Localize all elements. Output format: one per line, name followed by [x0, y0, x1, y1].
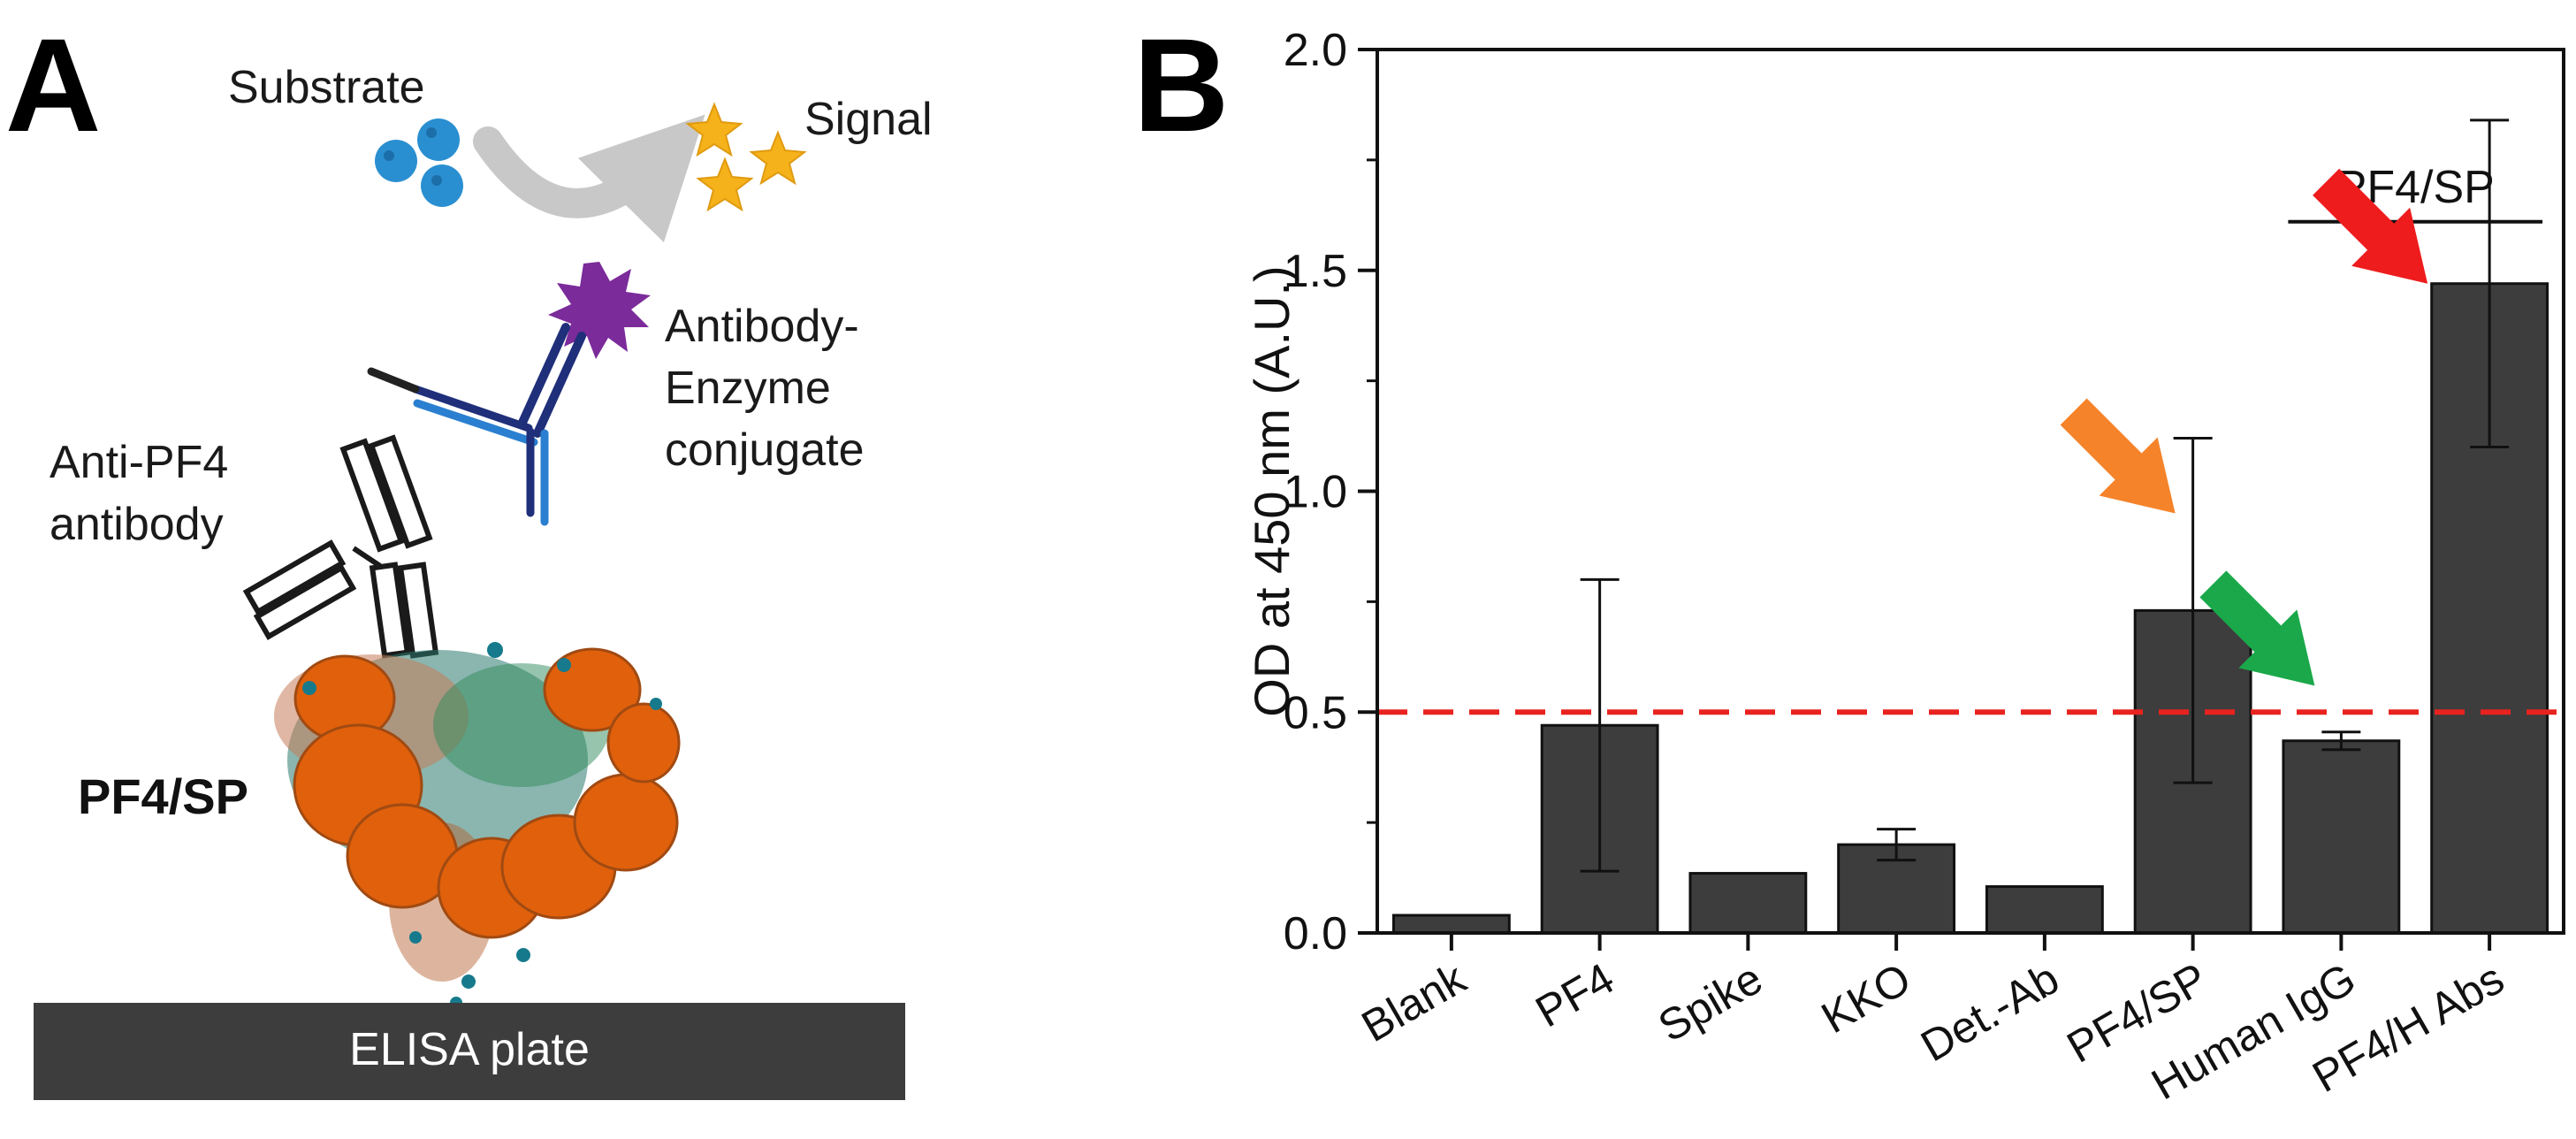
bar-4: [1985, 885, 2104, 935]
panel-b-letter: B: [1133, 11, 1229, 159]
y-tick-label-2: 1.0: [1284, 467, 1347, 518]
signal-stars-icon: [685, 102, 807, 212]
bar-6: [2282, 739, 2401, 935]
y-tick-label-4: 2.0: [1284, 25, 1347, 76]
pf4-sp-complex-icon: [274, 642, 681, 1009]
complex-label: PF4/SP: [78, 768, 248, 824]
panel-b: B 0.0 0.5 1.0 1.5 2.0 Blank PF4 Spike KKODet.-Ab…: [1133, 11, 2565, 1109]
green-arrow-icon: [2199, 570, 2315, 686]
y-tick-label-3: 1.5: [1284, 246, 1347, 297]
signal-label: Signal: [804, 94, 933, 145]
x-tick-label-1: PF4: [1528, 953, 1622, 1036]
anti-pf4-label-2: antibody: [50, 499, 224, 550]
conjugate-label-1: Antibody-: [665, 301, 859, 352]
y-tick-label-0: 0.0: [1284, 908, 1347, 959]
y-axis-title: OD at 450 nm (A.U.): [1244, 265, 1299, 716]
panel-a: A Substrate Signal Antibody- Enzyme conj…: [5, 11, 933, 1100]
anti-pf4-antibody-icon: [242, 434, 439, 659]
conjugate-label-3: conjugate: [665, 424, 865, 476]
anti-pf4-label-1: Anti-PF4: [50, 437, 228, 488]
conjugate-label-2: Enzyme: [665, 363, 831, 414]
red-arrow-icon: [2313, 168, 2428, 284]
bar-2: [1688, 872, 1808, 935]
panel-a-letter: A: [5, 11, 101, 159]
x-tick-label-2: Spike: [1650, 953, 1771, 1051]
x-tick-label-4: Det.-Ab: [1913, 953, 2068, 1071]
elisa-plate: [34, 1003, 905, 1100]
detection-antibody-icon: [367, 323, 586, 526]
elisa-plate-label: ELISA plate: [349, 1024, 590, 1075]
x-tick-label-0: Blank: [1353, 953, 1475, 1052]
orange-arrow-icon: [2060, 398, 2176, 514]
substrate-label: Substrate: [228, 62, 425, 113]
enzyme-icon: [548, 262, 651, 359]
substrate-icon: [375, 118, 463, 207]
bar-0: [1391, 913, 1511, 935]
x-tick-label-3: KKO: [1813, 953, 1918, 1043]
reaction-arrow-icon: [473, 114, 705, 243]
y-tick-label-1: 0.5: [1284, 687, 1347, 738]
